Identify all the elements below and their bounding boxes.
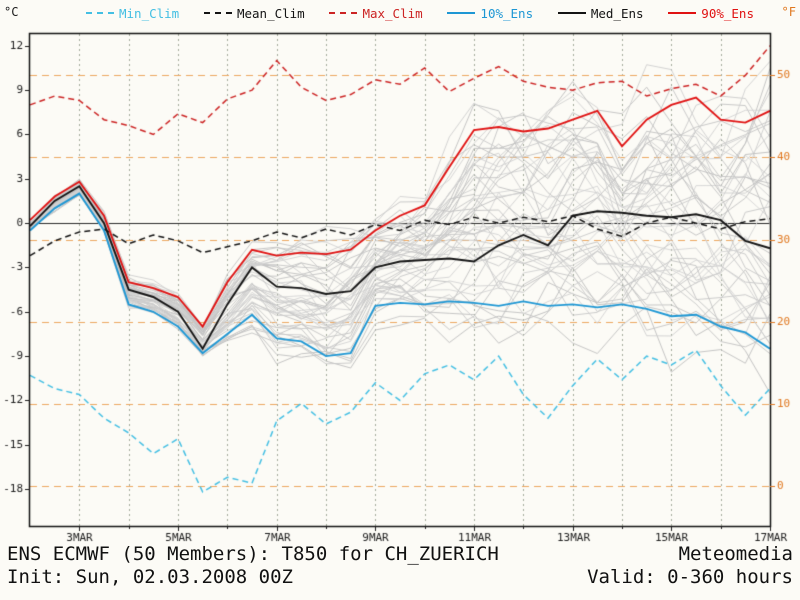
min-clim-line-sample	[86, 12, 114, 14]
footer-captions: ENS ECMWF (50 Members): T850 for CH_ZUER…	[7, 543, 793, 589]
chart-title: ENS ECMWF (50 Members): T850 for CH_ZUER…	[7, 543, 499, 565]
10pct-ens-line-sample	[447, 12, 476, 14]
legend-bar: °C Min_Clim Mean_Clim Max_Clim 10%_Ens M…	[0, 4, 800, 22]
celsius-unit-label: °C	[4, 5, 19, 19]
90pct-ens-line-sample	[668, 12, 697, 14]
legend-item-10pct-ens: 10%_Ens	[447, 6, 533, 21]
footer-row-2: Init: Sun, 02.03.2008 00Z Valid: 0-360 h…	[7, 566, 793, 589]
legend-item-mean-clim: Mean_Clim	[203, 6, 305, 21]
footer-row-1: ENS ECMWF (50 Members): T850 for CH_ZUER…	[7, 543, 793, 566]
legend-items: Min_Clim Mean_Clim Max_Clim 10%_Ens Med_…	[86, 4, 754, 22]
init-time: Init: Sun, 02.03.2008 00Z	[7, 566, 293, 588]
med-ens-line-sample	[557, 12, 586, 14]
max-clim-line-sample	[329, 12, 358, 14]
fahrenheit-unit-label: °F	[781, 5, 796, 19]
legend-item-max-clim: Max_Clim	[329, 6, 423, 21]
mean-clim-line-sample	[203, 12, 232, 14]
brand-name: Meteomedia	[678, 543, 793, 565]
legend-item-med-ens: Med_Ens	[557, 6, 644, 21]
legend-item-min-clim: Min_Clim	[86, 6, 179, 21]
legend-item-90pct-ens: 90%_Ens	[668, 6, 754, 21]
valid-hours: Valid: 0-360 hours	[587, 566, 793, 588]
